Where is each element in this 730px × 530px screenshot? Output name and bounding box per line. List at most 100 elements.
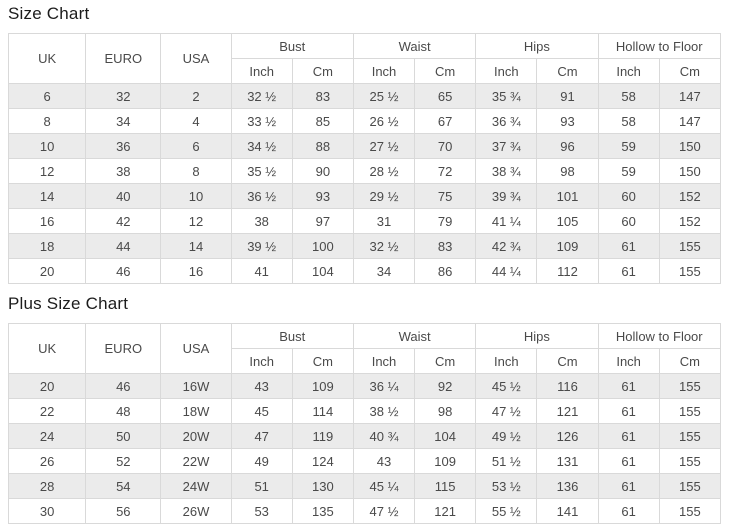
table-cell: 115: [414, 473, 477, 499]
group-header-hips: Hips: [475, 33, 599, 59]
table-row: 18 44 14 39 ½ 100 32 ½ 83 42 ¾ 109 61 155: [7, 233, 722, 259]
table-cell: 141: [536, 498, 599, 524]
table-cell: 47 ½: [475, 398, 538, 424]
table-cell: 16: [160, 258, 232, 284]
table-row: 8 34 4 33 ½ 85 26 ½ 67 36 ¾ 93 58 147: [7, 108, 722, 134]
table-cell: 147: [658, 83, 722, 109]
group-header-bust: Bust: [230, 323, 354, 349]
table-cell: 61: [597, 258, 660, 284]
table-cell: 30: [7, 498, 87, 524]
table-cell: 109: [291, 373, 354, 399]
table-cell: 45: [230, 398, 293, 424]
table-row: 14 40 10 36 ½ 93 29 ½ 75 39 ¾ 101 60 152: [7, 183, 722, 209]
table-cell: 34 ½: [230, 133, 293, 159]
table-cell: 14: [160, 233, 232, 259]
table-cell: 101: [536, 183, 599, 209]
table-cell: 32 ½: [352, 233, 416, 259]
table-cell: 34: [352, 258, 416, 284]
table-cell: 152: [658, 208, 722, 234]
table-cell: 49: [230, 448, 293, 474]
table-row: 10 36 6 34 ½ 88 27 ½ 70 37 ¾ 96 59 150: [7, 133, 722, 159]
table-cell: 93: [291, 183, 354, 209]
table-cell: 46: [85, 258, 162, 284]
table-cell: 155: [658, 373, 722, 399]
table-body: 6 32 2 32 ½ 83 25 ½ 65 35 ¾ 91 58 147 8 34 4 33 ½ 85 26 …: [7, 83, 722, 284]
table-cell: 93: [536, 108, 599, 134]
header-row-groups: UK EURO USA Bust Waist Hips Hollow to Floor: [7, 323, 722, 374]
table-cell: 61: [597, 498, 660, 524]
table-cell: 61: [597, 398, 660, 424]
table-cell: 35 ¾: [475, 83, 538, 109]
table-cell: 27 ½: [352, 133, 416, 159]
table-cell: 155: [658, 233, 722, 259]
table-cell: 152: [658, 183, 722, 209]
table-cell: 119: [291, 423, 354, 449]
header-row-units: Inch Cm Inch Cm Inch Cm Inch Cm: [9, 58, 722, 84]
table-cell: 10: [160, 183, 232, 209]
table-cell: 32: [85, 83, 162, 109]
table-cell: 46: [85, 373, 162, 399]
table-cell: 150: [658, 133, 722, 159]
unit-header-inch: Inch: [352, 348, 416, 374]
table-cell: 91: [536, 83, 599, 109]
table-cell: 58: [597, 108, 660, 134]
table-cell: 147: [658, 108, 722, 134]
table-cell: 12: [7, 158, 87, 184]
table-cell: 43: [352, 448, 416, 474]
table-cell: 16: [7, 208, 87, 234]
table-cell: 40 ¾: [352, 423, 416, 449]
table-cell: 100: [291, 233, 354, 259]
table-cell: 29 ½: [352, 183, 416, 209]
table-cell: 20: [7, 258, 87, 284]
table-cell: 92: [414, 373, 477, 399]
table-cell: 44: [85, 233, 162, 259]
table-cell: 24W: [160, 473, 232, 499]
table-cell: 35 ½: [230, 158, 293, 184]
plus-size-chart-table: UK EURO USA Bust Waist Hips Hollow to Floor Inc…: [7, 323, 722, 524]
table-cell: 42 ¾: [475, 233, 538, 259]
table-row: 28 54 24W 51 130 45 ¼ 115 53 ½ 136 61 155: [7, 473, 722, 499]
table-cell: 51 ½: [475, 448, 538, 474]
table-cell: 72: [414, 158, 477, 184]
unit-header-inch: Inch: [230, 58, 293, 84]
table-cell: 54: [85, 473, 162, 499]
table-cell: 96: [536, 133, 599, 159]
table-cell: 88: [291, 133, 354, 159]
group-header-hollow-to-floor: Hollow to Floor: [597, 33, 722, 59]
table-row: 26 52 22W 49 124 43 109 51 ½ 131 61 155: [7, 448, 722, 474]
unit-header-cm: Cm: [536, 348, 599, 374]
table-cell: 49 ½: [475, 423, 538, 449]
size-chart-title: Size Chart: [8, 4, 90, 23]
table-cell: 131: [536, 448, 599, 474]
header-row-groups: UK EURO USA Bust Waist Hips Hollow to Floor: [7, 33, 722, 84]
table-cell: 42: [85, 208, 162, 234]
table-cell: 38 ½: [352, 398, 416, 424]
table-cell: 130: [291, 473, 354, 499]
table-cell: 36: [85, 133, 162, 159]
table-cell: 4: [160, 108, 232, 134]
table-cell: 44 ¼: [475, 258, 538, 284]
unit-header-inch: Inch: [597, 348, 660, 374]
table-cell: 22W: [160, 448, 232, 474]
group-header-waist: Waist: [352, 33, 477, 59]
table-cell: 41: [230, 258, 293, 284]
unit-header-inch: Inch: [352, 58, 416, 84]
group-header-waist: Waist: [352, 323, 477, 349]
table-cell: 6: [7, 83, 87, 109]
unit-header-inch: Inch: [475, 58, 538, 84]
table-cell: 65: [414, 83, 477, 109]
header-row-units: Inch Cm Inch Cm Inch Cm Inch Cm: [9, 348, 722, 374]
table-cell: 121: [414, 498, 477, 524]
table-row: 22 48 18W 45 114 38 ½ 98 47 ½ 121 61 155: [7, 398, 722, 424]
table-cell: 52: [85, 448, 162, 474]
table-cell: 39 ½: [230, 233, 293, 259]
table-cell: 109: [536, 233, 599, 259]
table-cell: 14: [7, 183, 87, 209]
unit-header-inch: Inch: [230, 348, 293, 374]
column-header-euro: EURO: [85, 323, 162, 374]
unit-header-cm: Cm: [536, 58, 599, 84]
table-cell: 59: [597, 158, 660, 184]
table-cell: 114: [291, 398, 354, 424]
table-row: 20 46 16W 43 109 36 ¼ 92 45 ½ 116 61 155: [7, 373, 722, 399]
